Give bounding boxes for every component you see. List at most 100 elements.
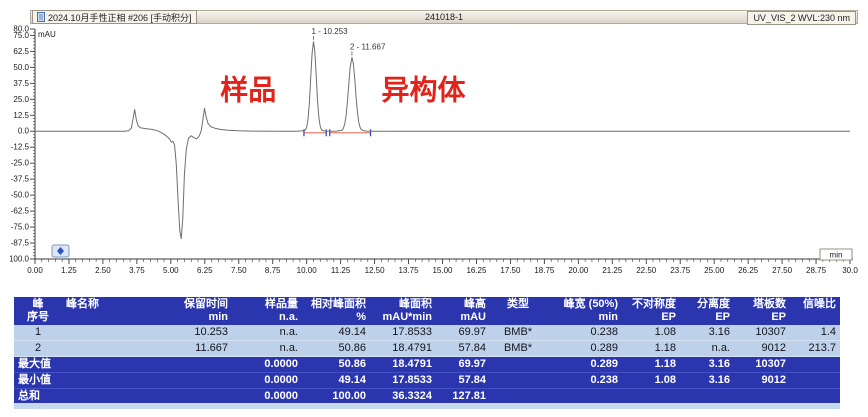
cell-relarea[interactable]: 50.86: [302, 340, 370, 357]
svg-text:-37.5: -37.5: [11, 175, 30, 184]
cell-asym[interactable]: [622, 388, 680, 405]
cell-name[interactable]: [62, 340, 162, 357]
svg-text:20.00: 20.00: [568, 266, 589, 275]
cell-width50[interactable]: 0.289: [546, 340, 622, 357]
cell-amount[interactable]: 0.0000: [232, 356, 302, 373]
peak-table-head: 峰序号 峰名称 保留时间 min 样品量 n.a. 相对峰面积% 峰面积 mAU*min 峰高 m…: [14, 297, 840, 325]
svg-text:2.50: 2.50: [95, 266, 111, 275]
column-header-amount: 样品量 n.a.: [232, 297, 302, 325]
svg-text:-50.0: -50.0: [11, 191, 30, 200]
cell-type[interactable]: BMB*: [490, 325, 546, 341]
svg-text:12.5: 12.5: [13, 111, 29, 120]
svg-text:23.75: 23.75: [670, 266, 691, 275]
cell-area[interactable]: 18.4791: [370, 356, 436, 373]
peak-table: 峰序号 峰名称 保留时间 min 样品量 n.a. 相对峰面积% 峰面积 mAU*min 峰高 m…: [14, 297, 840, 405]
summary-label: 最大值: [14, 356, 232, 373]
cell-num[interactable]: 1: [14, 325, 62, 341]
cell-width50[interactable]: 0.238: [546, 372, 622, 389]
column-header-num: 峰序号: [14, 297, 62, 325]
column-header-rt: 保留时间 min: [162, 297, 232, 325]
svg-text:37.5: 37.5: [13, 79, 29, 88]
svg-text:25.0: 25.0: [13, 95, 29, 104]
cell-height[interactable]: 69.97: [436, 325, 490, 341]
cell-sn[interactable]: 1.4: [790, 325, 840, 341]
splitter-handle-icon[interactable]: [51, 244, 70, 258]
svg-text:17.50: 17.50: [500, 266, 521, 275]
cell-type[interactable]: [490, 372, 546, 389]
cell-num[interactable]: 2: [14, 340, 62, 357]
cell-plates[interactable]: [734, 388, 790, 405]
document-icon: [37, 12, 45, 22]
svg-text:50.0: 50.0: [13, 63, 29, 72]
cell-sn[interactable]: [790, 372, 840, 389]
cell-amount[interactable]: 0.0000: [232, 372, 302, 389]
cell-res[interactable]: 3.16: [680, 325, 734, 341]
cell-res[interactable]: n.a.: [680, 340, 734, 357]
cell-type[interactable]: [490, 356, 546, 373]
cell-type[interactable]: BMB*: [490, 340, 546, 357]
cell-width50[interactable]: 0.289: [546, 356, 622, 373]
cell-plates[interactable]: 10307: [734, 356, 790, 373]
svg-text:0.00: 0.00: [27, 266, 43, 275]
svg-text:80.0: 80.0: [13, 25, 29, 34]
svg-text:13.75: 13.75: [399, 266, 420, 275]
cell-height[interactable]: 57.84: [436, 372, 490, 389]
cell-sn[interactable]: 213.7: [790, 340, 840, 357]
y-minor-ticks: [33, 31, 35, 257]
cell-relarea[interactable]: 49.14: [302, 372, 370, 389]
svg-text:26.25: 26.25: [738, 266, 759, 275]
cell-relarea[interactable]: 50.86: [302, 356, 370, 373]
cell-res[interactable]: 3.16: [680, 372, 734, 389]
svg-text:16.25: 16.25: [466, 266, 487, 275]
cell-asym[interactable]: 1.08: [622, 372, 680, 389]
summary-row[interactable]: 最大值 0.0000 50.86 18.4791 69.97 0.289 1.18 3.16 1…: [14, 356, 840, 373]
cell-height[interactable]: 57.84: [436, 340, 490, 357]
svg-text:0.0: 0.0: [18, 127, 30, 136]
summary-label: 最小值: [14, 372, 232, 389]
svg-text:27.50: 27.50: [772, 266, 793, 275]
peak-row[interactable]: 1 10.253 n.a. 49.14 17.8533 69.97 BMB* 0.238 1.0…: [14, 325, 840, 341]
cell-height[interactable]: 69.97: [436, 356, 490, 373]
chromatogram-svg[interactable]: 80.075.0 62.5 50.0 37.5 25.0 12.5 0.0 -12.5 -25.…: [10, 24, 860, 276]
column-header-plates: 塔板数 EP: [734, 297, 790, 325]
cell-relarea[interactable]: 49.14: [302, 325, 370, 341]
peak-row[interactable]: 2 11.667 n.a. 50.86 18.4791 57.84 BMB* 0.289 1.1…: [14, 340, 840, 357]
svg-text:15.00: 15.00: [432, 266, 453, 275]
cell-height[interactable]: 127.81: [436, 388, 490, 405]
cell-width50[interactable]: [546, 388, 622, 405]
cell-amount[interactable]: n.a.: [232, 325, 302, 341]
channel-label: UV_VIS_2 WVL:230 nm: [747, 11, 856, 25]
cell-rt[interactable]: 10.253: [162, 325, 232, 341]
cell-width50[interactable]: 0.238: [546, 325, 622, 341]
integration-baselines[interactable]: [303, 129, 372, 137]
x-minor-ticks: [41, 259, 844, 262]
cell-res[interactable]: 3.16: [680, 356, 734, 373]
svg-text:18.75: 18.75: [534, 266, 555, 275]
cell-asym[interactable]: 1.08: [622, 325, 680, 341]
cell-amount[interactable]: n.a.: [232, 340, 302, 357]
cell-plates[interactable]: 10307: [734, 325, 790, 341]
cell-res[interactable]: [680, 388, 734, 405]
cell-rt[interactable]: 11.667: [162, 340, 232, 357]
cell-asym[interactable]: 1.18: [622, 340, 680, 357]
cell-area[interactable]: 18.4791: [370, 340, 436, 357]
svg-text:10.00: 10.00: [297, 266, 318, 275]
column-header-asym: 不对称度 EP: [622, 297, 680, 325]
chart-header-strip: 2024.10月手性正相 #206 [手动积分] 241018-1 UV_VIS…: [30, 10, 858, 25]
cell-area[interactable]: 36.3324: [370, 388, 436, 405]
cell-sn[interactable]: [790, 356, 840, 373]
cell-area[interactable]: 17.8533: [370, 325, 436, 341]
svg-text:12.50: 12.50: [365, 266, 386, 275]
summary-row[interactable]: 最小值 0.0000 49.14 17.8533 57.84 0.238 1.08 3.16 9…: [14, 372, 840, 389]
signal-trace[interactable]: [35, 41, 850, 240]
cell-plates[interactable]: 9012: [734, 340, 790, 357]
annotation-text: 样品: [220, 73, 276, 105]
svg-text:3.75: 3.75: [129, 266, 145, 275]
svg-text:21.25: 21.25: [602, 266, 623, 275]
cell-name[interactable]: [62, 325, 162, 341]
cell-asym[interactable]: 1.18: [622, 356, 680, 373]
manual-annotations: 样品 异构体: [220, 73, 466, 105]
cell-area[interactable]: 17.8533: [370, 372, 436, 389]
svg-text:-25.0: -25.0: [11, 159, 30, 168]
cell-plates[interactable]: 9012: [734, 372, 790, 389]
